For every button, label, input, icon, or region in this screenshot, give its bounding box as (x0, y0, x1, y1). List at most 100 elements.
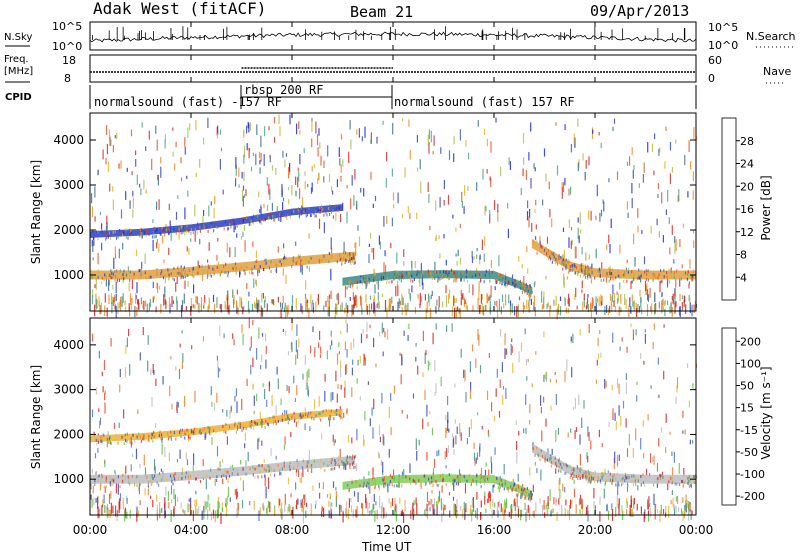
band-speckle (644, 484, 646, 487)
band-speckle (224, 271, 226, 275)
scatter-cell (564, 124, 566, 130)
band-speckle (507, 489, 509, 493)
band-speckle (262, 268, 265, 271)
clutter-cell (96, 299, 98, 309)
band-speckle (95, 438, 97, 442)
band-speckle (608, 271, 611, 275)
scatter-cell (561, 182, 563, 188)
scatter-cell (95, 277, 97, 290)
band-speckle (529, 496, 531, 500)
band-speckle (122, 233, 124, 237)
band-speckle (267, 423, 269, 427)
velocity-ylabel: Slant Range [km] (29, 365, 43, 469)
band-speckle (550, 460, 552, 464)
scatter-cell (577, 217, 579, 223)
nave-label: Nave (763, 65, 791, 78)
band-speckle (599, 479, 601, 483)
band-speckle (235, 224, 237, 228)
scatter-cell (458, 469, 461, 477)
scatter-cell (693, 304, 695, 313)
band-speckle (622, 481, 624, 485)
band-speckle (234, 262, 237, 266)
band-speckle (341, 262, 343, 266)
band-speckle (173, 477, 176, 481)
band-speckle (653, 275, 655, 279)
scatter-cell (113, 257, 115, 270)
scatter-cell (323, 222, 325, 234)
band-speckle (257, 475, 259, 479)
band-speckle (658, 277, 660, 281)
band-speckle (345, 458, 347, 462)
band-speckle (684, 271, 687, 275)
band-speckle (476, 473, 478, 477)
cpid-segment-1: normalsound (fast) -157 RF (94, 95, 282, 109)
clutter-cell (567, 299, 569, 304)
clutter-cell (513, 500, 515, 507)
scatter-cell (501, 362, 503, 373)
band-speckle (92, 230, 94, 234)
scatter-cell (494, 200, 496, 210)
scatter-cell (275, 168, 277, 175)
band-speckle (549, 457, 551, 461)
band-speckle (574, 264, 576, 268)
band-speckle (583, 274, 585, 278)
clutter-cell (656, 508, 659, 513)
scatter-cell (324, 373, 326, 382)
band-speckle (594, 475, 596, 479)
band-speckle (618, 477, 621, 481)
scatter-cell (408, 323, 410, 330)
band-speckle (349, 285, 351, 289)
clutter-cell (471, 511, 473, 522)
scatter-cell (290, 431, 292, 437)
band-speckle (617, 274, 619, 278)
scatter-cell (191, 345, 193, 350)
band-speckle (550, 456, 552, 460)
band-speckle (289, 215, 291, 219)
clutter-cell (684, 296, 686, 303)
clutter-cell (414, 306, 416, 314)
scatter-cell (543, 331, 545, 338)
band-speckle (183, 228, 185, 232)
band-speckle (122, 273, 124, 276)
scatter-cell (678, 463, 680, 474)
scatter-cell (613, 457, 615, 470)
band-speckle (586, 265, 588, 268)
band-speckle (362, 276, 364, 280)
band-speckle (585, 475, 587, 479)
scatter-cell (531, 223, 533, 232)
band-speckle (465, 269, 467, 273)
band-speckle (555, 257, 557, 261)
clutter-cell (526, 299, 528, 309)
band-speckle (536, 446, 538, 450)
band-speckle (189, 474, 192, 478)
band-speckle (374, 272, 376, 276)
clutter-cell (555, 295, 557, 306)
band-speckle (206, 225, 208, 229)
band-speckle (543, 248, 546, 252)
clutter-cell (675, 505, 677, 514)
scatter-cell (424, 390, 426, 401)
clutter-cell (118, 501, 120, 514)
band-speckle (242, 467, 244, 470)
band-speckle (299, 263, 301, 267)
scatter-cell (314, 504, 317, 509)
scatter-cell (361, 503, 364, 515)
band-speckle (413, 278, 415, 281)
scatter-cell (434, 261, 436, 273)
scatter-cell (456, 426, 458, 434)
scatter-cell (203, 302, 205, 308)
scatter-cell (142, 327, 144, 336)
band-speckle (171, 230, 173, 233)
scatter-cell (422, 330, 424, 342)
band-speckle (277, 463, 279, 467)
scatter-cell (332, 190, 334, 195)
band-speckle (624, 474, 626, 478)
band-speckle (417, 269, 419, 273)
scatter-cell (363, 354, 366, 361)
scatter-cell (474, 460, 476, 466)
band-speckle (359, 484, 361, 488)
clutter-cell (328, 500, 330, 507)
clutter-cell (388, 298, 390, 308)
band-speckle (569, 268, 571, 272)
